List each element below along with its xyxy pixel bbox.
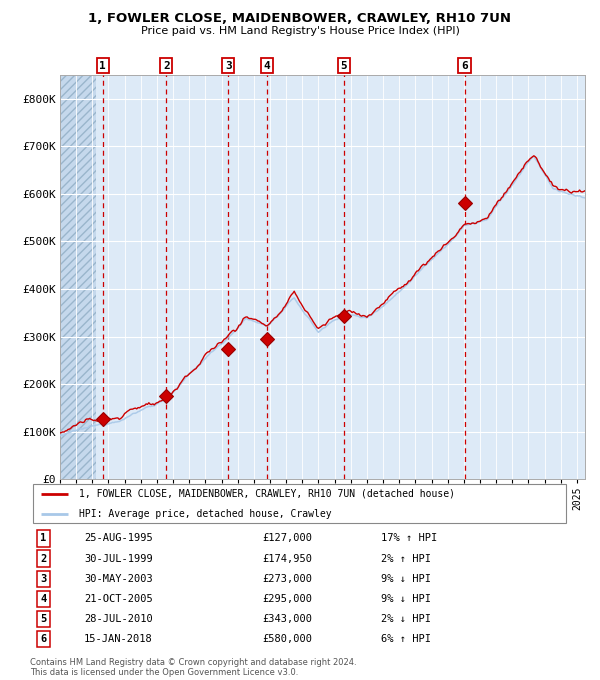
Text: 6% ↑ HPI: 6% ↑ HPI — [381, 634, 431, 645]
Text: 2% ↑ HPI: 2% ↑ HPI — [381, 554, 431, 564]
Text: 2: 2 — [163, 61, 170, 71]
Text: 1, FOWLER CLOSE, MAIDENBOWER, CRAWLEY, RH10 7UN: 1, FOWLER CLOSE, MAIDENBOWER, CRAWLEY, R… — [89, 12, 511, 25]
Text: £174,950: £174,950 — [262, 554, 312, 564]
Text: 17% ↑ HPI: 17% ↑ HPI — [381, 533, 437, 543]
Text: 30-MAY-2003: 30-MAY-2003 — [84, 574, 153, 584]
Text: 6: 6 — [461, 61, 468, 71]
Text: £295,000: £295,000 — [262, 594, 312, 604]
Text: 9% ↓ HPI: 9% ↓ HPI — [381, 574, 431, 584]
Text: 3: 3 — [225, 61, 232, 71]
Text: 3: 3 — [40, 574, 47, 584]
Text: 5: 5 — [340, 61, 347, 71]
Text: £343,000: £343,000 — [262, 614, 312, 624]
Text: £127,000: £127,000 — [262, 533, 312, 543]
Text: 1: 1 — [40, 533, 47, 543]
Text: 30-JUL-1999: 30-JUL-1999 — [84, 554, 153, 564]
Text: £580,000: £580,000 — [262, 634, 312, 645]
Text: £273,000: £273,000 — [262, 574, 312, 584]
Text: HPI: Average price, detached house, Crawley: HPI: Average price, detached house, Craw… — [79, 509, 331, 520]
Text: 1: 1 — [100, 61, 106, 71]
Text: 4: 4 — [263, 61, 270, 71]
Text: 25-AUG-1995: 25-AUG-1995 — [84, 533, 153, 543]
Text: 9% ↓ HPI: 9% ↓ HPI — [381, 594, 431, 604]
Text: 2: 2 — [40, 554, 47, 564]
Text: 21-OCT-2005: 21-OCT-2005 — [84, 594, 153, 604]
Text: 4: 4 — [40, 594, 47, 604]
Text: This data is licensed under the Open Government Licence v3.0.: This data is licensed under the Open Gov… — [30, 668, 298, 677]
FancyBboxPatch shape — [33, 484, 566, 523]
Text: 6: 6 — [40, 634, 47, 645]
Text: 15-JAN-2018: 15-JAN-2018 — [84, 634, 153, 645]
Text: Contains HM Land Registry data © Crown copyright and database right 2024.: Contains HM Land Registry data © Crown c… — [30, 658, 356, 666]
Text: 5: 5 — [40, 614, 47, 624]
Text: 1, FOWLER CLOSE, MAIDENBOWER, CRAWLEY, RH10 7UN (detached house): 1, FOWLER CLOSE, MAIDENBOWER, CRAWLEY, R… — [79, 489, 455, 498]
Bar — [60, 75, 95, 479]
Text: 2% ↓ HPI: 2% ↓ HPI — [381, 614, 431, 624]
Text: 28-JUL-2010: 28-JUL-2010 — [84, 614, 153, 624]
Text: Price paid vs. HM Land Registry's House Price Index (HPI): Price paid vs. HM Land Registry's House … — [140, 26, 460, 36]
